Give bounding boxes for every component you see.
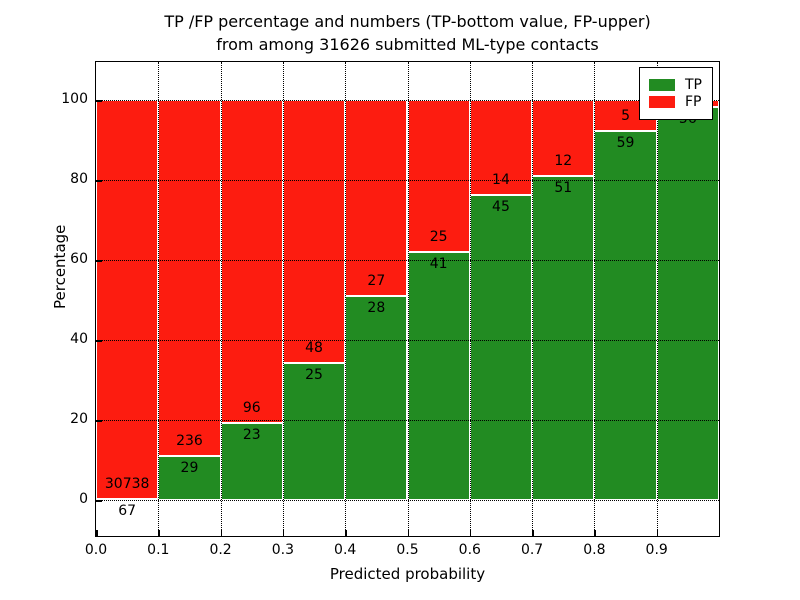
v-gridline [345, 62, 347, 536]
v-gridline [282, 62, 284, 536]
legend-label-tp: TP [685, 77, 702, 93]
x-axis-label: Predicted probability [329, 565, 486, 583]
tp-swatch-icon [649, 79, 675, 91]
v-gridline [469, 62, 471, 536]
x-tick [594, 530, 596, 536]
bar-label-fp: 96 [242, 399, 261, 416]
y-tick [96, 180, 102, 182]
x-tick-label: 0.6 [458, 542, 481, 558]
bar-label-fp: 25 [429, 228, 448, 245]
bar-segment-fp [158, 100, 221, 457]
bar-label-tp: 23 [242, 426, 261, 443]
bar-label-tp: 59 [616, 135, 635, 152]
fp-swatch-icon [649, 96, 675, 108]
bar-label-tp: 67 [118, 503, 137, 520]
x-tick-label: 0.3 [271, 542, 295, 558]
bar-label-tp: 25 [305, 367, 323, 383]
x-tick [656, 530, 659, 536]
y-tick-label: 20 [70, 411, 88, 427]
y-tick [96, 340, 102, 342]
legend: TP FP [639, 67, 713, 120]
chart-title-line1: TP /FP percentage and numbers (TP-bottom… [164, 12, 651, 31]
bar-label-fp: 30738 [104, 476, 150, 493]
bar-label-fp: 48 [305, 340, 323, 356]
x-tick-label: 0.5 [396, 542, 419, 558]
y-tick-label: 40 [70, 331, 88, 347]
x-tick [282, 530, 285, 536]
bar-segment-tp [345, 296, 408, 500]
v-gridline [594, 62, 596, 536]
x-tick [532, 530, 534, 536]
bar-label-tp: 45 [492, 198, 510, 215]
legend-item-fp: FP [649, 95, 702, 109]
x-tick-label: 0.1 [147, 542, 170, 558]
legend-item-tp: TP [649, 78, 702, 92]
y-tick [96, 100, 102, 102]
x-tick [345, 530, 347, 536]
x-tick [469, 530, 472, 536]
x-tick-label: 0.9 [645, 542, 668, 558]
x-tick-label: 0.2 [209, 542, 232, 558]
bar-segment-tp [532, 176, 595, 500]
x-tick [158, 530, 160, 536]
x-tick-label: 0.0 [84, 542, 108, 558]
y-tick-label: 100 [61, 91, 88, 107]
chart-title-line2: from among 31626 submitted ML-type conta… [216, 35, 599, 54]
bar-label-fp: 14 [492, 171, 510, 188]
x-tick [96, 530, 98, 536]
y-tick-label: 0 [79, 491, 88, 507]
bar-label-tp: 29 [180, 460, 199, 477]
bar-segment-tp [158, 456, 221, 500]
bar-label-fp: 12 [554, 153, 573, 170]
v-gridline [656, 62, 658, 536]
legend-label-fp: FP [685, 94, 702, 110]
x-tick-label: 0.7 [520, 542, 544, 558]
bar-label-tp: 41 [429, 255, 448, 272]
chart-title: TP /FP percentage and numbers (TP-bottom… [96, 10, 719, 56]
bar-label-fp: 27 [367, 273, 386, 290]
bar-label-tp: 28 [367, 300, 386, 317]
x-tick [407, 530, 409, 536]
bar-label-fp: 236 [176, 433, 203, 450]
plot-area: TP FP 30738 67 236 29 96 23 48 25 27 28 25 41 14 45 12… [61, 61, 720, 558]
v-gridline [532, 62, 534, 536]
x-tick-label: 0.4 [334, 542, 357, 558]
x-tick-label: 0.8 [583, 542, 606, 558]
bar-segment-fp [282, 100, 346, 363]
y-tick-label: 80 [70, 171, 88, 187]
y-tick [96, 500, 102, 502]
v-gridline [158, 62, 160, 536]
v-gridline [407, 62, 409, 536]
bar-segment-fp [407, 100, 470, 252]
v-gridline [220, 62, 222, 536]
bar-label-fp: 5 [621, 108, 630, 125]
y-tick [96, 260, 102, 262]
y-tick [96, 420, 102, 422]
bar-segment-tp [594, 131, 657, 500]
x-tick [220, 530, 223, 536]
bar-segment-fp [96, 100, 159, 500]
bar-segment-tp [656, 107, 719, 500]
bar-label-tp: 51 [554, 180, 573, 197]
y-tick-label: 60 [70, 251, 88, 267]
